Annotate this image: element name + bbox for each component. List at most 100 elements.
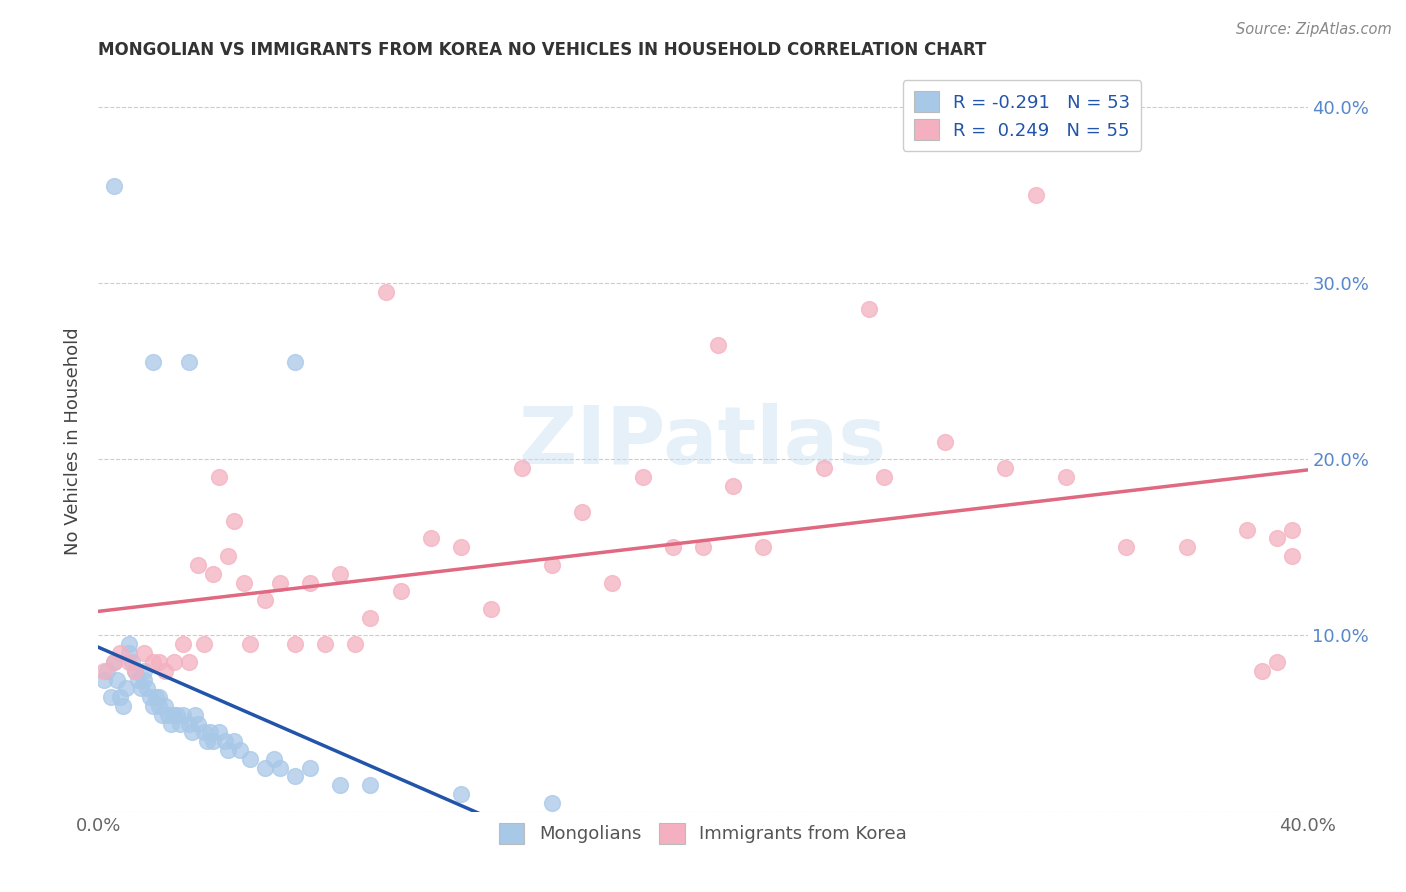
Point <box>1115 541 1137 555</box>
Point <box>179 655 201 669</box>
Point <box>217 549 239 563</box>
Point <box>187 716 209 731</box>
Point <box>163 655 186 669</box>
Point <box>181 725 204 739</box>
Point <box>135 681 157 696</box>
Point <box>1024 187 1046 202</box>
Point <box>103 655 125 669</box>
Point <box>111 698 134 713</box>
Point <box>184 707 207 722</box>
Point <box>1175 541 1198 555</box>
Point <box>193 725 215 739</box>
Point <box>179 355 201 369</box>
Point <box>145 690 167 705</box>
Point <box>208 470 231 484</box>
Point <box>481 602 503 616</box>
Point <box>661 541 683 555</box>
Point <box>284 355 307 369</box>
Point <box>172 637 194 651</box>
Point <box>224 514 246 528</box>
Point <box>118 646 141 660</box>
Point <box>344 637 367 651</box>
Point <box>994 461 1017 475</box>
Point <box>169 716 191 731</box>
Point <box>118 655 141 669</box>
Point <box>389 584 412 599</box>
Point <box>284 637 307 651</box>
Point <box>129 681 152 696</box>
Point <box>229 743 252 757</box>
Point <box>450 541 472 555</box>
Point <box>114 681 136 696</box>
Point <box>150 707 173 722</box>
Point <box>202 566 225 581</box>
Point <box>858 302 880 317</box>
Point <box>103 178 125 193</box>
Point <box>153 698 176 713</box>
Point <box>934 434 956 449</box>
Point <box>142 655 165 669</box>
Point <box>132 673 155 687</box>
Point <box>153 664 176 678</box>
Point <box>108 690 131 705</box>
Point <box>540 796 562 810</box>
Point <box>142 698 165 713</box>
Point <box>214 734 236 748</box>
Point <box>873 470 896 484</box>
Point <box>105 673 128 687</box>
Point <box>360 778 382 792</box>
Point <box>132 646 155 660</box>
Point <box>269 575 291 590</box>
Point <box>450 787 472 801</box>
Point <box>631 470 654 484</box>
Point <box>1281 523 1303 537</box>
Point <box>148 698 170 713</box>
Point <box>299 761 322 775</box>
Point <box>118 637 141 651</box>
Point <box>187 558 209 572</box>
Point <box>224 734 246 748</box>
Point <box>103 655 125 669</box>
Text: MONGOLIAN VS IMMIGRANTS FROM KOREA NO VEHICLES IN HOUSEHOLD CORRELATION CHART: MONGOLIAN VS IMMIGRANTS FROM KOREA NO VE… <box>98 41 987 59</box>
Point <box>1236 523 1258 537</box>
Point <box>142 355 165 369</box>
Point <box>200 725 222 739</box>
Point <box>217 743 239 757</box>
Point <box>299 575 322 590</box>
Point <box>172 707 194 722</box>
Point <box>121 655 143 669</box>
Point <box>132 664 155 678</box>
Point <box>1054 470 1077 484</box>
Point <box>1267 655 1289 669</box>
Point <box>100 690 122 705</box>
Point <box>166 707 188 722</box>
Point <box>232 575 254 590</box>
Legend: Mongolians, Immigrants from Korea: Mongolians, Immigrants from Korea <box>488 812 918 855</box>
Point <box>360 611 382 625</box>
Point <box>284 769 307 783</box>
Point <box>269 761 291 775</box>
Text: Source: ZipAtlas.com: Source: ZipAtlas.com <box>1236 22 1392 37</box>
Point <box>148 690 170 705</box>
Point <box>374 285 396 299</box>
Point <box>195 734 218 748</box>
Point <box>602 575 624 590</box>
Point <box>1267 532 1289 546</box>
Point <box>1281 549 1303 563</box>
Point <box>239 637 262 651</box>
Y-axis label: No Vehicles in Household: No Vehicles in Household <box>65 327 83 556</box>
Point <box>752 541 775 555</box>
Point <box>314 637 336 651</box>
Point <box>208 725 231 739</box>
Point <box>127 673 149 687</box>
Point <box>160 716 183 731</box>
Point <box>253 761 276 775</box>
Point <box>193 637 215 651</box>
Point <box>96 664 118 678</box>
Point <box>156 707 179 722</box>
Point <box>1251 664 1274 678</box>
Point <box>329 566 352 581</box>
Point <box>139 690 162 705</box>
Point <box>510 461 533 475</box>
Point <box>124 664 146 678</box>
